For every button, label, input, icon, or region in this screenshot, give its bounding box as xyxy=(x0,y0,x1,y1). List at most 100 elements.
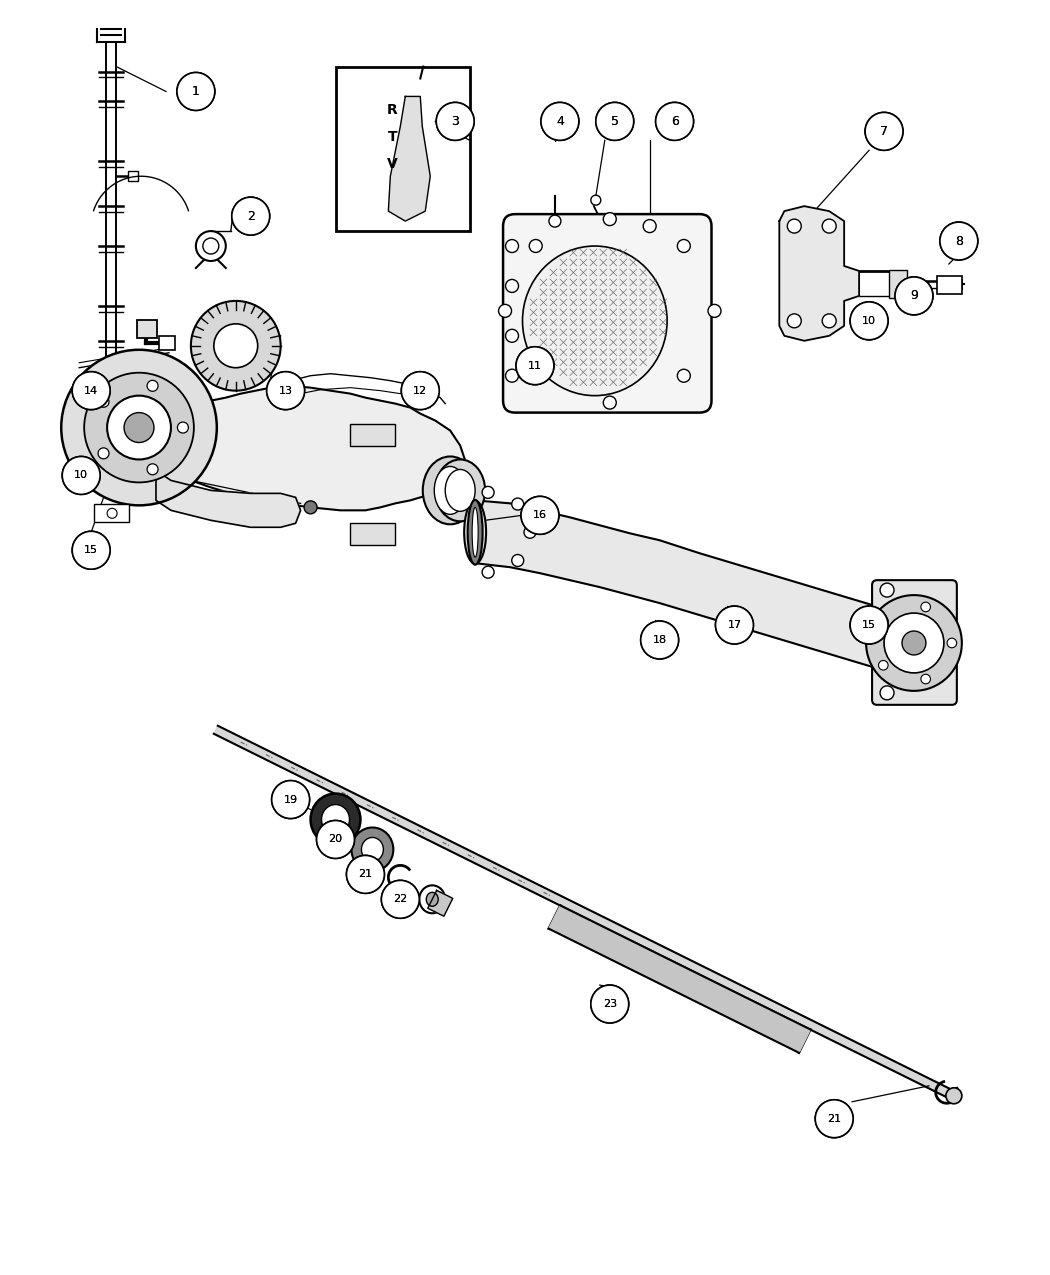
Circle shape xyxy=(203,238,218,254)
Circle shape xyxy=(865,112,903,150)
Circle shape xyxy=(316,821,355,858)
Circle shape xyxy=(850,606,888,644)
Bar xyxy=(138,320,158,338)
Circle shape xyxy=(708,305,721,317)
Circle shape xyxy=(880,583,894,597)
Text: 1: 1 xyxy=(192,85,200,98)
Polygon shape xyxy=(549,905,811,1053)
Circle shape xyxy=(516,347,554,385)
Bar xyxy=(937,275,962,295)
Ellipse shape xyxy=(472,507,478,557)
Circle shape xyxy=(381,880,419,918)
Circle shape xyxy=(267,372,304,409)
Text: 8: 8 xyxy=(954,235,963,247)
Circle shape xyxy=(147,464,159,474)
Circle shape xyxy=(884,613,944,673)
Circle shape xyxy=(541,102,579,140)
Circle shape xyxy=(61,349,216,505)
Circle shape xyxy=(529,370,542,382)
Text: 19: 19 xyxy=(284,794,298,805)
Circle shape xyxy=(850,302,888,340)
Circle shape xyxy=(595,102,634,140)
Circle shape xyxy=(940,222,978,260)
Text: 12: 12 xyxy=(414,385,427,395)
Bar xyxy=(128,171,138,181)
Circle shape xyxy=(850,302,888,340)
Text: 2: 2 xyxy=(247,209,255,223)
Circle shape xyxy=(529,240,542,252)
Circle shape xyxy=(436,102,475,140)
Circle shape xyxy=(214,324,257,367)
Text: 12: 12 xyxy=(414,385,427,395)
Circle shape xyxy=(267,372,304,409)
Bar xyxy=(889,270,907,298)
Text: T: T xyxy=(387,130,397,144)
Text: 6: 6 xyxy=(671,115,678,128)
Text: 2: 2 xyxy=(247,209,255,223)
Circle shape xyxy=(72,532,110,569)
Polygon shape xyxy=(388,97,430,221)
Circle shape xyxy=(511,499,524,510)
FancyBboxPatch shape xyxy=(873,580,957,705)
Circle shape xyxy=(595,102,634,140)
Ellipse shape xyxy=(361,838,383,862)
Text: 11: 11 xyxy=(528,361,542,371)
Text: 5: 5 xyxy=(611,115,618,128)
Text: 10: 10 xyxy=(75,470,88,481)
Ellipse shape xyxy=(464,501,486,564)
Circle shape xyxy=(72,372,110,409)
Circle shape xyxy=(677,240,690,252)
Text: 21: 21 xyxy=(827,1114,841,1123)
Ellipse shape xyxy=(467,500,483,565)
Text: 7: 7 xyxy=(880,125,888,138)
Circle shape xyxy=(815,1100,854,1137)
Circle shape xyxy=(401,372,439,409)
Circle shape xyxy=(98,448,109,459)
Circle shape xyxy=(880,686,894,700)
Polygon shape xyxy=(427,890,453,917)
Circle shape xyxy=(304,501,317,514)
Polygon shape xyxy=(214,725,956,1100)
Circle shape xyxy=(788,219,801,233)
Circle shape xyxy=(640,621,678,659)
Text: 16: 16 xyxy=(533,510,547,520)
Text: 21: 21 xyxy=(358,870,373,880)
Circle shape xyxy=(316,821,355,858)
Circle shape xyxy=(921,674,930,683)
Circle shape xyxy=(788,314,801,328)
Ellipse shape xyxy=(426,892,438,907)
Circle shape xyxy=(902,631,926,655)
Text: 15: 15 xyxy=(84,546,98,555)
Circle shape xyxy=(850,606,888,644)
Circle shape xyxy=(655,102,694,140)
Text: 3: 3 xyxy=(452,115,459,128)
Circle shape xyxy=(505,279,519,292)
Ellipse shape xyxy=(436,459,485,521)
Circle shape xyxy=(521,496,559,534)
Text: 6: 6 xyxy=(671,115,678,128)
Circle shape xyxy=(715,606,754,644)
Text: 18: 18 xyxy=(653,635,667,645)
Circle shape xyxy=(946,1088,962,1104)
Circle shape xyxy=(272,780,310,819)
Circle shape xyxy=(511,555,524,566)
Circle shape xyxy=(346,856,384,894)
Text: 14: 14 xyxy=(84,385,99,395)
Circle shape xyxy=(640,621,678,659)
Circle shape xyxy=(62,456,100,495)
Ellipse shape xyxy=(321,805,350,834)
Circle shape xyxy=(107,509,118,519)
Text: 23: 23 xyxy=(603,1000,616,1009)
Circle shape xyxy=(499,305,511,317)
Circle shape xyxy=(879,616,888,626)
Polygon shape xyxy=(476,500,899,674)
Ellipse shape xyxy=(523,246,667,395)
Text: 21: 21 xyxy=(358,870,373,880)
Bar xyxy=(351,423,396,445)
Circle shape xyxy=(147,380,159,391)
Ellipse shape xyxy=(445,469,476,511)
Circle shape xyxy=(124,413,154,442)
Circle shape xyxy=(482,486,495,499)
Circle shape xyxy=(196,231,226,261)
Text: 10: 10 xyxy=(75,470,88,481)
